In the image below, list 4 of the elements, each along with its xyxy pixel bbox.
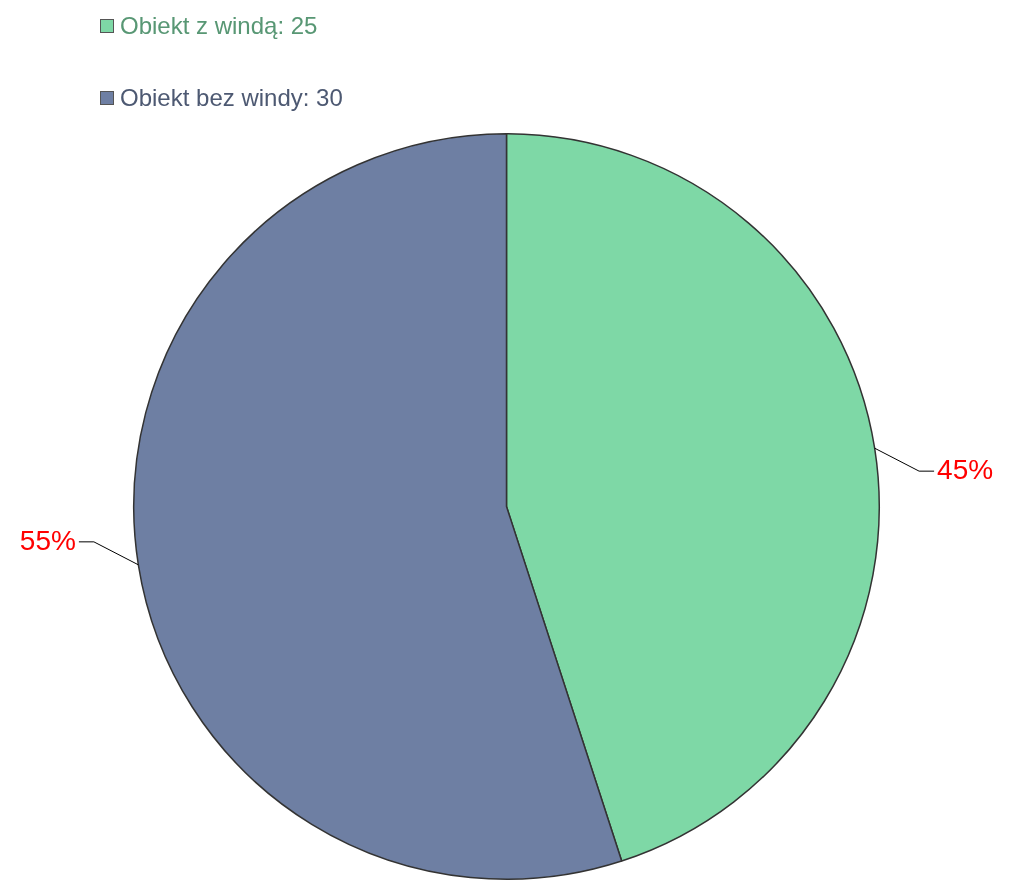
- data-label: 45%: [937, 453, 994, 485]
- legend-label: Obiekt z windą: 25: [120, 12, 318, 40]
- legend-label: Obiekt bez windy: 30: [120, 84, 343, 112]
- data-label: 55%: [19, 524, 76, 556]
